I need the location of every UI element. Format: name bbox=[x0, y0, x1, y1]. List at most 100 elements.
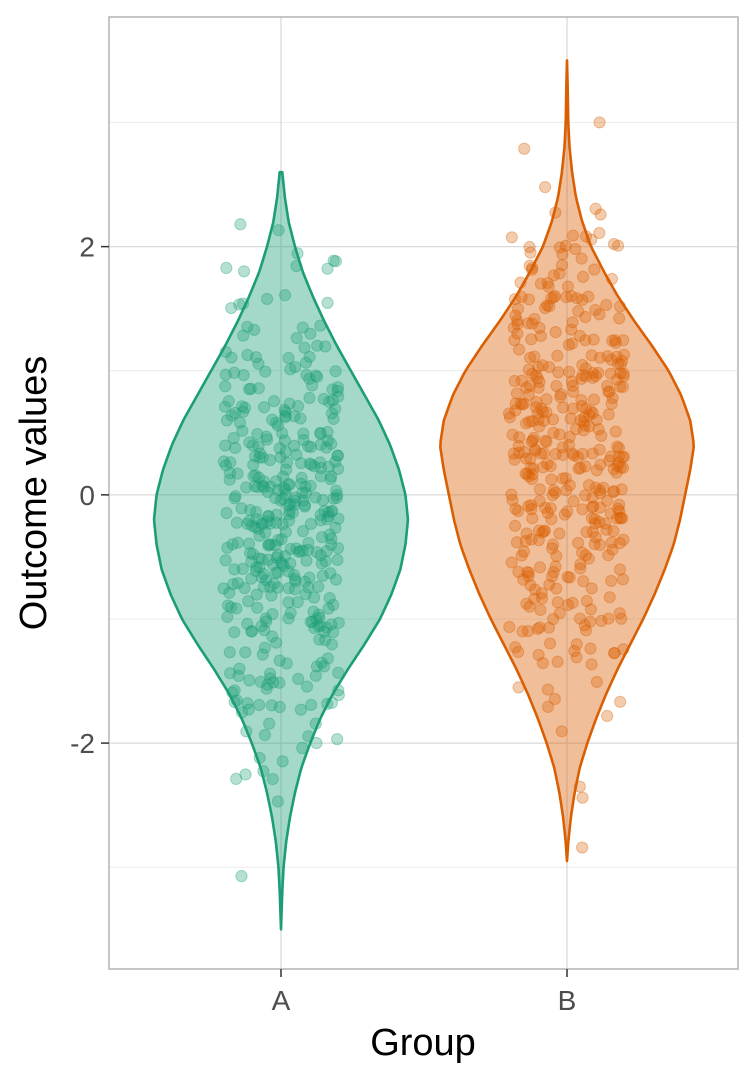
data-point-b bbox=[552, 366, 565, 379]
data-point-b bbox=[549, 448, 562, 461]
data-point-b bbox=[524, 452, 537, 465]
data-point-b bbox=[588, 512, 601, 526]
data-point-b bbox=[528, 592, 541, 605]
data-point-b bbox=[519, 452, 533, 465]
data-point-b bbox=[551, 655, 564, 668]
data-point-b bbox=[556, 248, 569, 261]
data-point-b bbox=[582, 478, 596, 492]
data-point-a bbox=[319, 634, 332, 647]
data-point-b bbox=[612, 456, 625, 469]
data-point-b bbox=[565, 323, 578, 336]
data-point-a bbox=[238, 401, 252, 415]
data-point-b bbox=[617, 450, 631, 463]
y-axis-title: Outcome values bbox=[13, 356, 55, 631]
y-tick-label: -2 bbox=[70, 728, 95, 759]
data-point-b bbox=[586, 525, 599, 539]
data-point-a bbox=[324, 567, 337, 580]
data-point-a bbox=[229, 406, 242, 420]
data-point-b bbox=[593, 351, 607, 364]
data-point-b bbox=[614, 695, 627, 708]
data-point-b bbox=[525, 263, 539, 276]
data-point-a bbox=[313, 611, 326, 624]
data-point-a bbox=[223, 473, 236, 486]
data-point-a bbox=[321, 434, 335, 447]
data-point-b bbox=[602, 549, 615, 562]
data-point-b bbox=[608, 334, 622, 347]
data-point-b bbox=[540, 299, 554, 312]
data-point-a bbox=[235, 870, 248, 883]
data-point-a bbox=[326, 394, 339, 407]
data-point-a bbox=[241, 348, 254, 362]
data-point-a bbox=[312, 580, 325, 593]
data-point-b bbox=[585, 582, 598, 595]
data-point-a bbox=[255, 619, 268, 633]
data-point-b bbox=[516, 625, 529, 638]
data-point-b bbox=[518, 445, 531, 459]
data-point-b bbox=[613, 505, 626, 518]
data-point-b bbox=[603, 591, 616, 604]
violins bbox=[152, 59, 695, 931]
data-point-a bbox=[329, 255, 342, 268]
data-point-a bbox=[220, 261, 233, 274]
data-point-b bbox=[609, 425, 622, 438]
data-point-b bbox=[617, 461, 630, 475]
data-point-b bbox=[566, 379, 580, 392]
data-point-a bbox=[291, 247, 304, 260]
data-point-a bbox=[257, 580, 270, 593]
data-point-a bbox=[264, 667, 277, 680]
data-point-b bbox=[597, 481, 610, 494]
data-point-a bbox=[219, 345, 232, 359]
data-point-b bbox=[615, 483, 628, 496]
data-point-a bbox=[224, 601, 238, 614]
data-point-b bbox=[540, 393, 553, 406]
data-point-a bbox=[329, 573, 343, 586]
data-point-b bbox=[511, 314, 524, 327]
data-point-b bbox=[537, 405, 550, 418]
data-point-b bbox=[520, 597, 533, 610]
data-point-a bbox=[274, 451, 287, 464]
data-point-a bbox=[269, 416, 283, 429]
data-point-a bbox=[317, 392, 330, 406]
data-point-b bbox=[579, 549, 592, 562]
data-point-a bbox=[269, 566, 282, 579]
data-point-a bbox=[290, 331, 303, 345]
data-point-a bbox=[288, 439, 301, 452]
data-point-a bbox=[245, 519, 259, 532]
data-point-b bbox=[511, 317, 524, 331]
data-point-a bbox=[277, 560, 291, 573]
data-point-b bbox=[605, 353, 618, 366]
data-point-b bbox=[522, 470, 535, 483]
data-point-a bbox=[324, 473, 337, 486]
y-tick-label: 0 bbox=[79, 480, 95, 511]
data-point-a bbox=[228, 366, 241, 379]
data-point-a bbox=[228, 626, 241, 639]
data-point-a bbox=[310, 546, 323, 559]
data-point-a bbox=[255, 553, 268, 566]
data-point-a bbox=[262, 510, 275, 523]
data-point-a bbox=[321, 262, 334, 275]
data-point-b bbox=[613, 312, 626, 325]
data-point-a bbox=[246, 439, 259, 452]
data-point-b bbox=[553, 606, 566, 620]
data-point-b bbox=[525, 503, 538, 516]
data-point-b bbox=[551, 596, 564, 609]
data-point-b bbox=[593, 308, 606, 321]
data-point-a bbox=[229, 490, 242, 503]
data-point-a bbox=[320, 621, 333, 634]
data-point-a bbox=[327, 626, 340, 639]
data-point-b bbox=[564, 412, 577, 425]
data-point-b bbox=[508, 292, 522, 306]
data-point-b bbox=[586, 491, 599, 504]
data-point-b bbox=[611, 239, 625, 252]
data-point-a bbox=[331, 553, 344, 566]
data-point-a bbox=[288, 410, 301, 423]
y-tick-label: 2 bbox=[79, 232, 95, 263]
data-point-a bbox=[277, 481, 290, 495]
data-point-b bbox=[523, 351, 537, 364]
data-point-a bbox=[252, 440, 265, 453]
data-point-a bbox=[219, 459, 233, 472]
data-point-a bbox=[243, 514, 256, 527]
data-point-b bbox=[593, 443, 606, 456]
data-point-a bbox=[299, 486, 312, 500]
